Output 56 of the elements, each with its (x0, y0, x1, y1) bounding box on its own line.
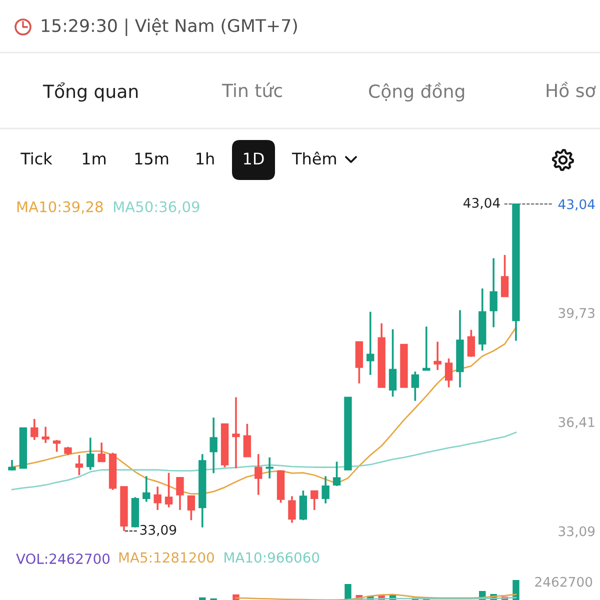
text: Cộng đồng (369, 82, 464, 102)
text: Tick (20, 152, 52, 165)
text: Tin tức (222, 82, 282, 98)
annotation: 43,04 (463, 198, 500, 210)
candlestick (467, 328, 476, 358)
y-tick-label: 39,73 (558, 308, 594, 320)
candlestick (210, 416, 218, 474)
candlestick (411, 370, 420, 402)
bar (199, 597, 206, 600)
bar (344, 584, 352, 600)
candlestick (86, 436, 94, 471)
candlestick (176, 476, 184, 511)
candlestick (98, 442, 106, 463)
text: MA10:966060 (224, 552, 320, 563)
y-tick-label: 43,04 (558, 199, 595, 211)
y-tick-label: 33,09 (558, 526, 595, 538)
candlestick (310, 490, 318, 511)
text: Tổng quan (42, 82, 138, 102)
text: VOL:2462700 (16, 554, 110, 564)
line-series (11, 432, 517, 490)
candlestick (299, 490, 308, 522)
candlestick (164, 472, 173, 508)
y-tick-label: 36,41 (558, 417, 594, 428)
candlestick (332, 460, 341, 487)
candlestick (232, 396, 240, 470)
candlestick (254, 453, 262, 496)
candlestick (243, 422, 252, 458)
candlestick (30, 418, 38, 441)
candlestick (490, 257, 498, 328)
text: 1h (196, 152, 214, 164)
text: 15:29:30 | Việt Nam (GMT+7) (42, 18, 297, 36)
candlestick (187, 494, 196, 522)
annotation: 33,09 (140, 524, 176, 536)
text: 1D (244, 152, 264, 164)
candlestick (154, 486, 162, 511)
text: 2462700 (535, 576, 592, 587)
candlestick (388, 328, 397, 398)
text: MA5:1281200 (119, 552, 214, 563)
text: MA10:39,28 (17, 201, 103, 214)
candlestick (142, 475, 150, 503)
text: Hồ sơ (546, 82, 596, 98)
candlestick (422, 326, 430, 372)
candlestick (500, 254, 509, 298)
bar (512, 580, 520, 600)
text: MA50:36,09 (114, 201, 200, 214)
candlestick (434, 340, 442, 371)
candlestick (366, 310, 374, 376)
candlestick (52, 439, 61, 453)
candlestick (288, 495, 296, 524)
candlestick (444, 358, 453, 388)
candlestick (322, 475, 330, 504)
candlestick (75, 454, 84, 476)
candlestick (42, 426, 50, 444)
text: 1m (82, 152, 106, 164)
text: 15m (135, 152, 168, 165)
text: Thêm (292, 152, 336, 165)
